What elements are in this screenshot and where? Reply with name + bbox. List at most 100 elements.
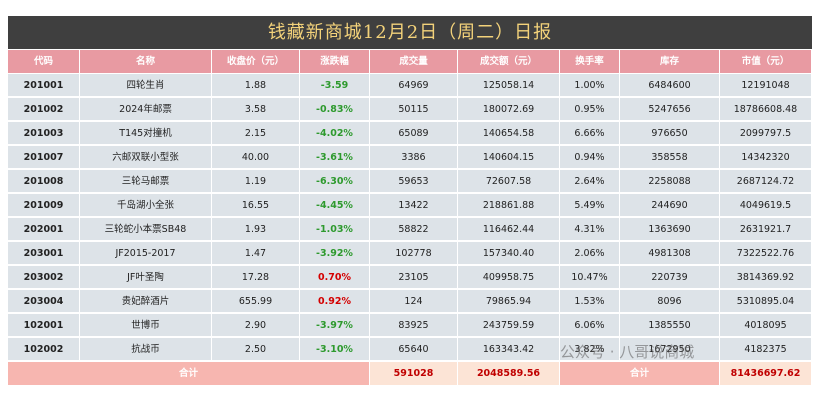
table-cell: JF叶圣陶 — [80, 266, 212, 289]
table-row: 203002 JF叶圣陶 17.28 0.70% 23105 409958.75 10.47… — [8, 266, 812, 289]
column-header: 换手率 — [560, 50, 620, 73]
table-cell: 203004 — [8, 290, 80, 313]
total-amount: 2048589.56 — [458, 362, 560, 385]
table-cell: 6484600 — [620, 74, 720, 97]
total-market-value: 81436697.62 — [720, 362, 812, 385]
watermark: 公众号 · 八哥说商城 — [560, 343, 695, 361]
table-cell: 203002 — [8, 266, 80, 289]
table-cell: 2099797.5 — [720, 122, 812, 145]
table-cell: 201008 — [8, 170, 80, 193]
table-row: 203001 JF2015-2017 1.47 -3.92% 102778 157340.… — [8, 242, 812, 265]
table-cell: 1363690 — [620, 218, 720, 241]
table-cell: 1.19 — [212, 170, 300, 193]
table-cell: -0.83% — [300, 98, 370, 121]
table-cell: 3386 — [370, 146, 458, 169]
total-row: 合计 591028 2048589.56 合计 81436697.62 — [8, 362, 812, 385]
table-cell: 贵妃醉酒片 — [80, 290, 212, 313]
total-label: 合计 — [8, 362, 370, 385]
table-cell: 6.66% — [560, 122, 620, 145]
table-cell: 8096 — [620, 290, 720, 313]
table-cell: 千岛湖小全张 — [80, 194, 212, 217]
table-row: 102001 世博币 2.90 -3.97% 83925 243759.59 6.06% 13… — [8, 314, 812, 337]
table-row: 201002 2024年邮票 3.58 -0.83% 50115 180072.69 0.9… — [8, 98, 812, 121]
table-cell: 102001 — [8, 314, 80, 337]
table-cell: 201007 — [8, 146, 80, 169]
column-header: 收盘价（元） — [212, 50, 300, 73]
table-cell: 4182375 — [720, 338, 812, 361]
table-row: 201001 四轮生肖 1.88 -3.59 64969 125058.14 1.00% 64… — [8, 74, 812, 97]
table-cell: 201003 — [8, 122, 80, 145]
table-cell: 三轮蛇小本票SB48 — [80, 218, 212, 241]
column-header: 市值（元） — [720, 50, 812, 73]
table-cell: 1.93 — [212, 218, 300, 241]
table-cell: 409958.75 — [458, 266, 560, 289]
table-cell: 83925 — [370, 314, 458, 337]
table-cell: 2631921.7 — [720, 218, 812, 241]
table-cell: 0.95% — [560, 98, 620, 121]
column-header: 成交额（元） — [458, 50, 560, 73]
table-cell: 65640 — [370, 338, 458, 361]
table-cell: 116462.44 — [458, 218, 560, 241]
table-cell: 17.28 — [212, 266, 300, 289]
table-cell: 5310895.04 — [720, 290, 812, 313]
table-cell: 64969 — [370, 74, 458, 97]
table-cell: 10.47% — [560, 266, 620, 289]
table-cell: 202001 — [8, 218, 80, 241]
table-cell: 3.82% — [560, 338, 620, 361]
table-cell: 5.49% — [560, 194, 620, 217]
table-row: 201007 六邮双联小型张 40.00 -3.61% 3386 140604.15 0.9… — [8, 146, 812, 169]
table-cell: 0.94% — [560, 146, 620, 169]
table-cell: 1672950 — [620, 338, 720, 361]
table-cell: 244690 — [620, 194, 720, 217]
table-cell: 4049619.5 — [720, 194, 812, 217]
table-cell: 102002 — [8, 338, 80, 361]
table-cell: 1.53% — [560, 290, 620, 313]
table-cell: 三轮马邮票 — [80, 170, 212, 193]
table-row: 201003 T145对撞机 2.15 -4.02% 65089 140654.58 6.6… — [8, 122, 812, 145]
table-cell: 2258088 — [620, 170, 720, 193]
table-cell: 976650 — [620, 122, 720, 145]
table-cell: 2.64% — [560, 170, 620, 193]
table-cell: 59653 — [370, 170, 458, 193]
table-cell: 2024年邮票 — [80, 98, 212, 121]
table-cell: 18786608.48 — [720, 98, 812, 121]
table-cell: 2687124.72 — [720, 170, 812, 193]
table-cell: 157340.40 — [458, 242, 560, 265]
table-cell: 5247656 — [620, 98, 720, 121]
table-cell: 124 — [370, 290, 458, 313]
table-row: 203004 贵妃醉酒片 655.99 0.92% 124 79865.94 1.53% 80… — [8, 290, 812, 313]
table-cell: 六邮双联小型张 — [80, 146, 212, 169]
table-cell: 50115 — [370, 98, 458, 121]
table-cell: 358558 — [620, 146, 720, 169]
table-cell: 2.06% — [560, 242, 620, 265]
table-cell: 2.15 — [212, 122, 300, 145]
table-cell: 243759.59 — [458, 314, 560, 337]
table-cell: -6.30% — [300, 170, 370, 193]
table-cell: T145对撞机 — [80, 122, 212, 145]
table-cell: 102778 — [370, 242, 458, 265]
table-cell: 2.50 — [212, 338, 300, 361]
table-cell: -3.92% — [300, 242, 370, 265]
table-cell: 58822 — [370, 218, 458, 241]
table-cell: JF2015-2017 — [80, 242, 212, 265]
table-cell: -4.45% — [300, 194, 370, 217]
total-label: 合计 — [560, 362, 720, 385]
column-header: 代码 — [8, 50, 80, 73]
table-cell: 0.70% — [300, 266, 370, 289]
table-cell: 6.06% — [560, 314, 620, 337]
table-cell: 4981308 — [620, 242, 720, 265]
table-cell: 65089 — [370, 122, 458, 145]
table-cell: 140654.58 — [458, 122, 560, 145]
table-cell: -4.02% — [300, 122, 370, 145]
table-cell: 3814369.92 — [720, 266, 812, 289]
table-cell: 203001 — [8, 242, 80, 265]
table-cell: 655.99 — [212, 290, 300, 313]
column-header: 成交量 — [370, 50, 458, 73]
table-cell: 201002 — [8, 98, 80, 121]
table-cell: 163343.42 — [458, 338, 560, 361]
table-cell: 4.31% — [560, 218, 620, 241]
table-cell: 201009 — [8, 194, 80, 217]
table-cell: 180072.69 — [458, 98, 560, 121]
table-cell: -3.10% — [300, 338, 370, 361]
